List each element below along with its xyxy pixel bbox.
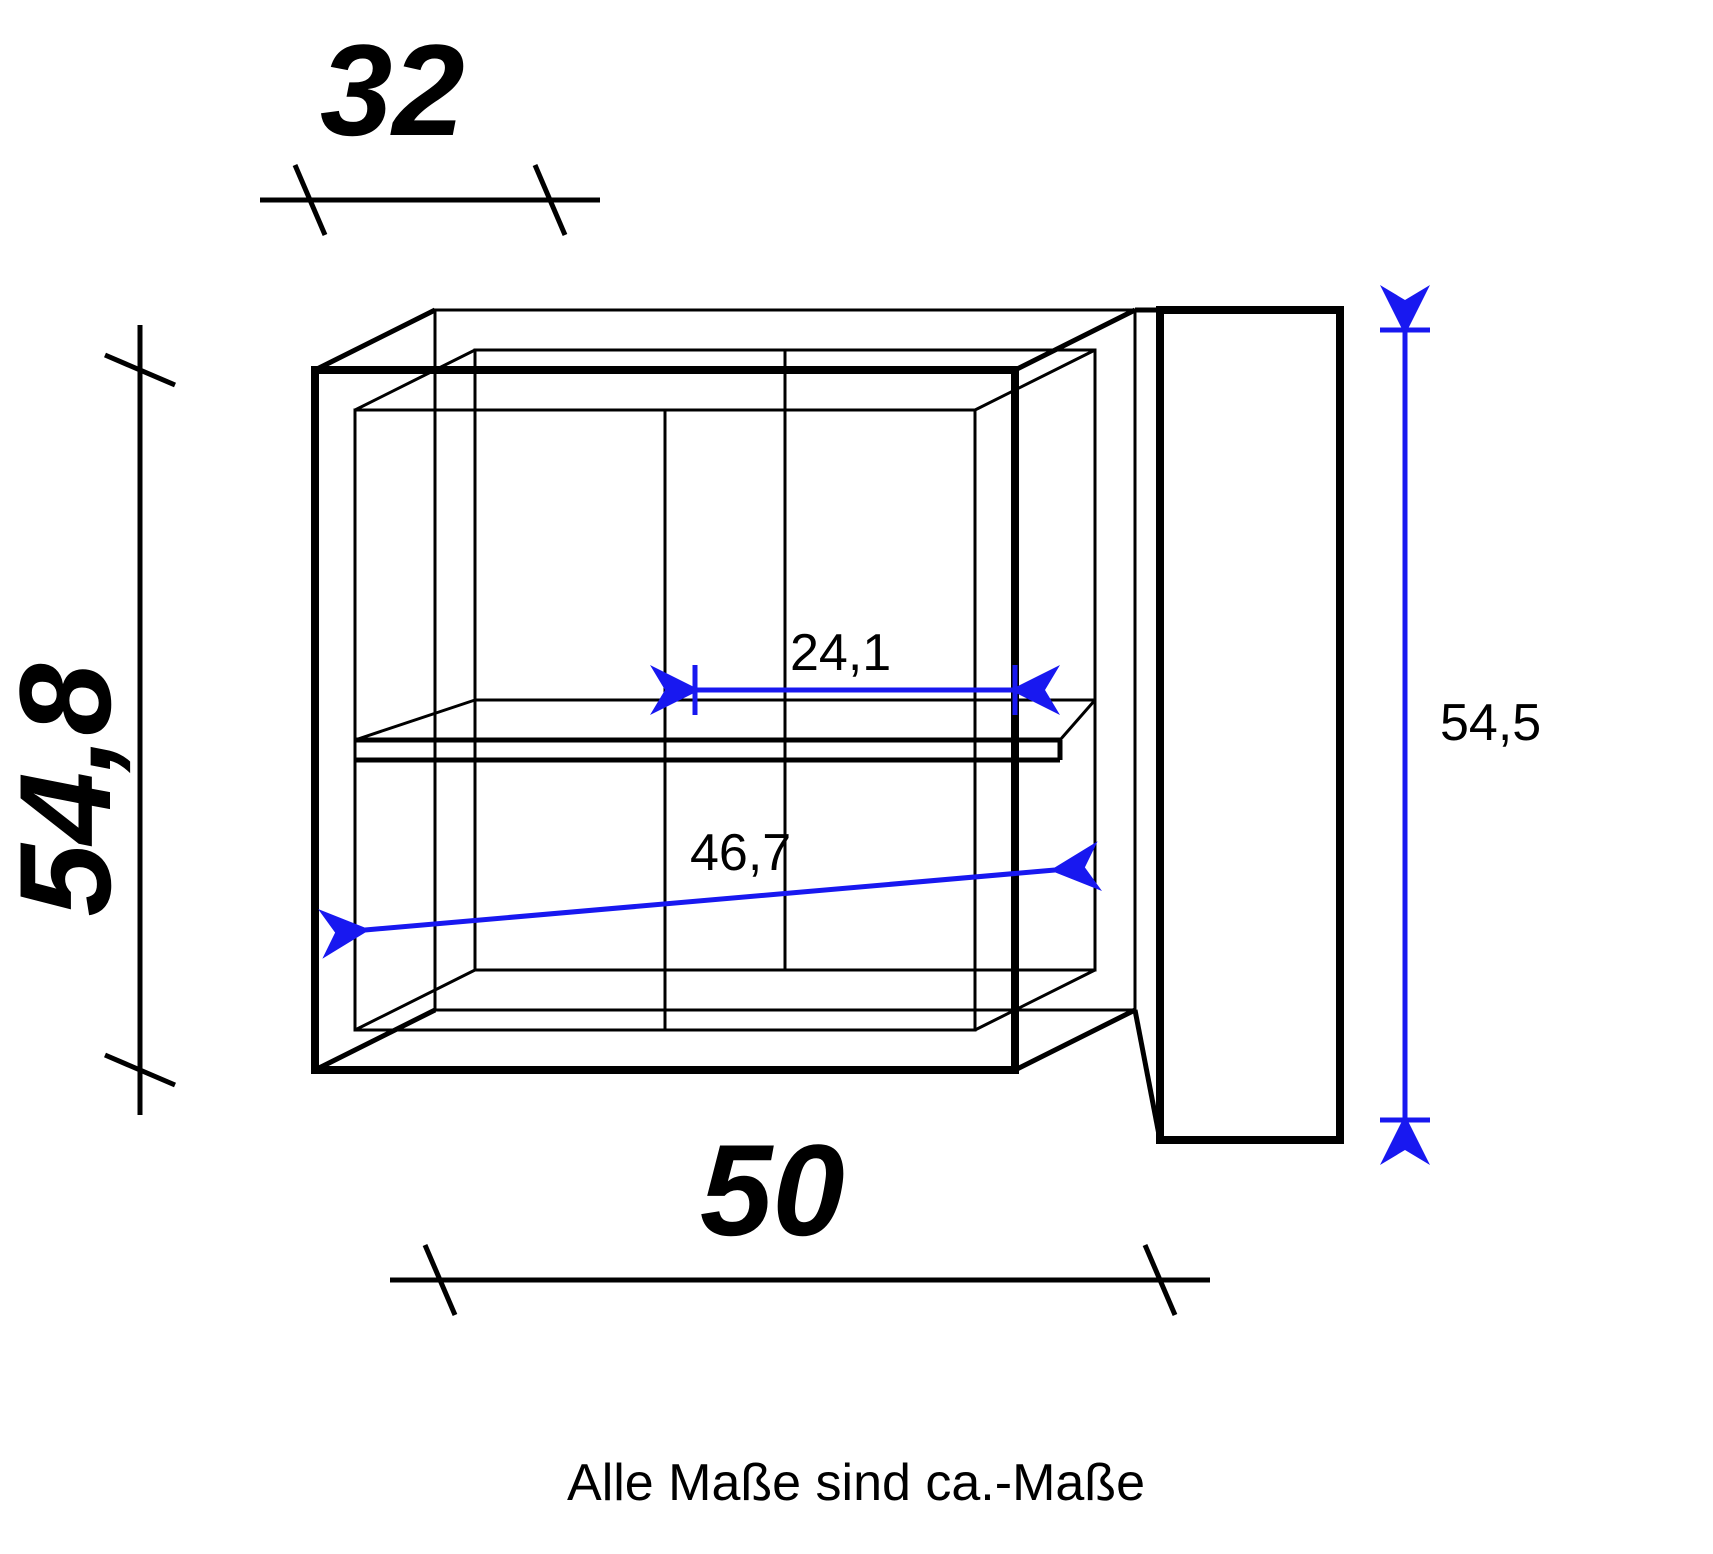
cabinet-door	[1135, 310, 1340, 1140]
door-height-label: 54,5	[1440, 694, 1541, 752]
depth-label: 32	[320, 17, 465, 163]
footnote-text: Alle Maße sind ca.-Maße	[567, 1454, 1145, 1512]
internal-dimensions	[365, 330, 1430, 1120]
inner-width-label: 46,7	[690, 824, 791, 882]
height-label: 54,8	[0, 663, 138, 917]
technical-drawing: 32 54,8 50	[0, 0, 1713, 1554]
width-label: 50	[700, 1117, 845, 1263]
shelf-depth-label: 24,1	[790, 624, 891, 682]
